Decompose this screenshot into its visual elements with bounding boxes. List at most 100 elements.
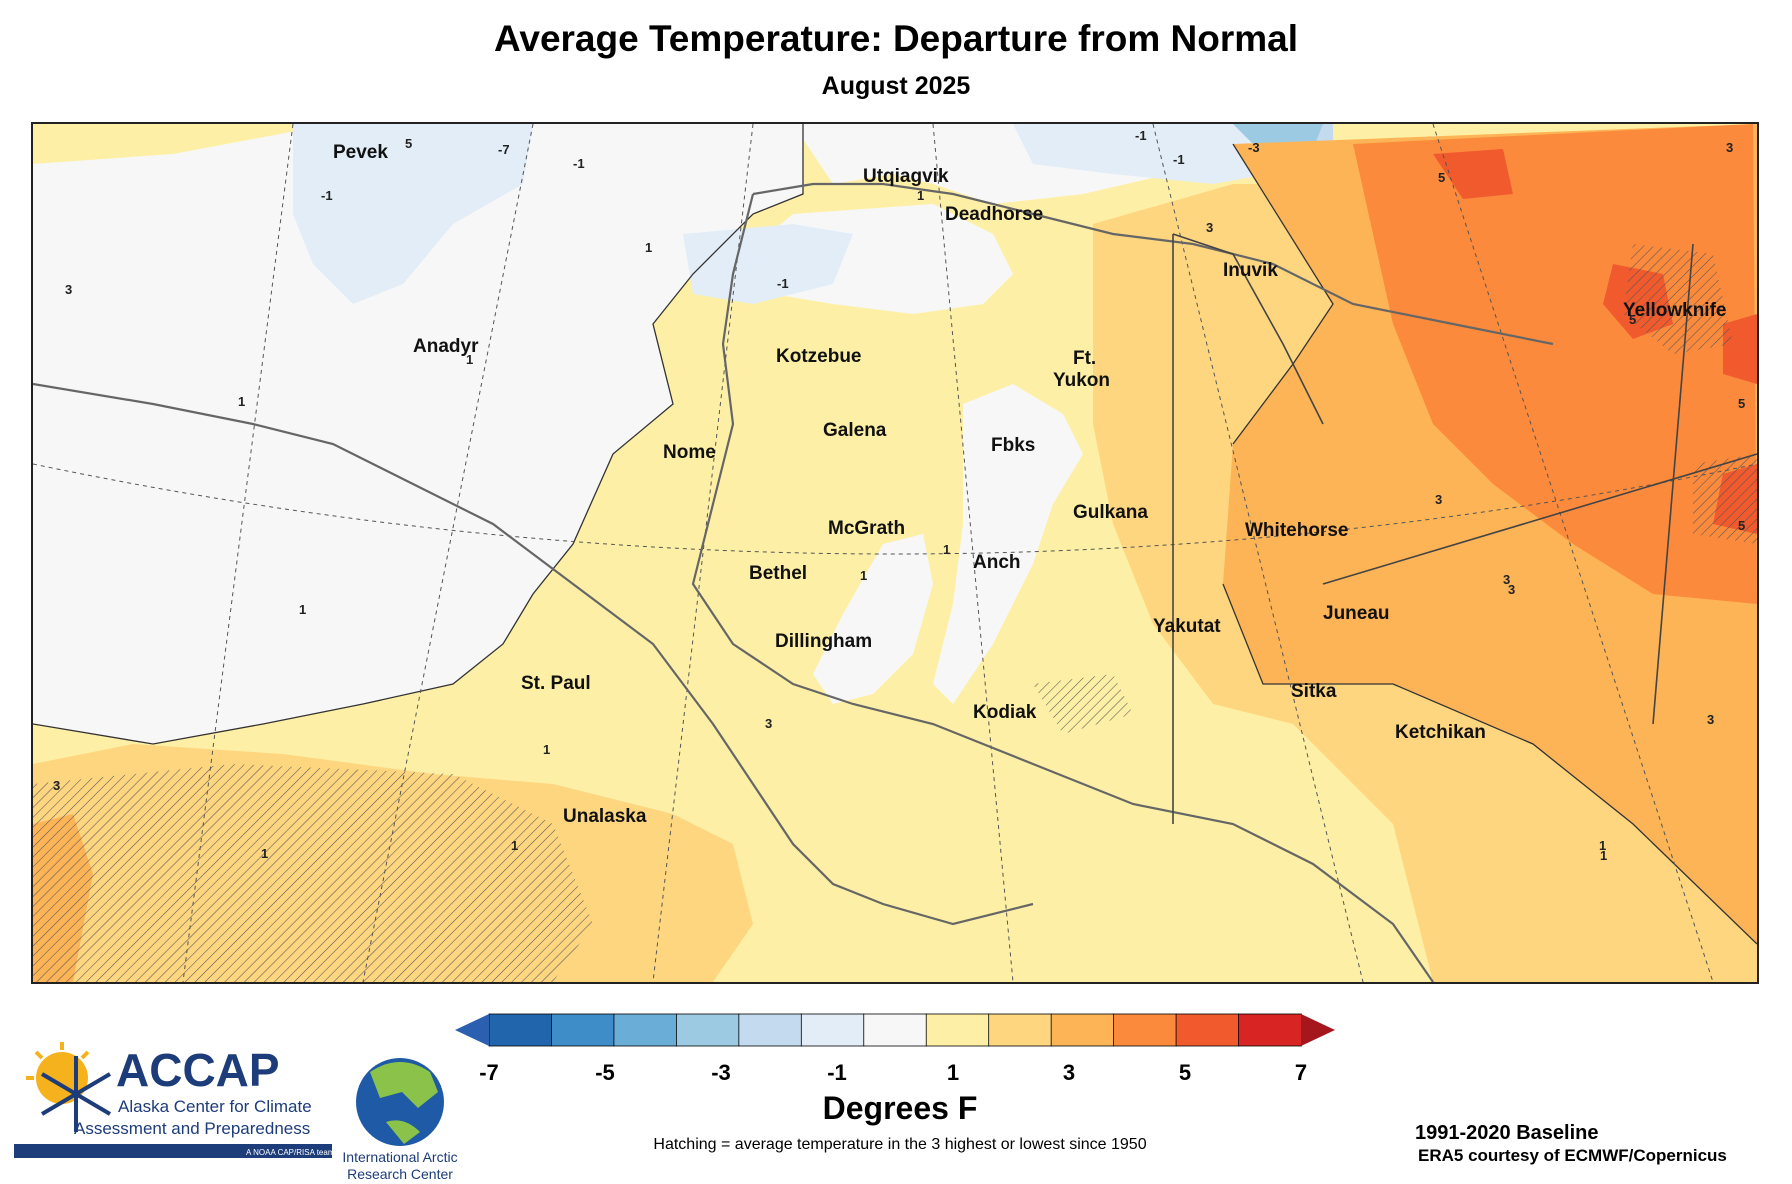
- map-panel[interactable]: Pevek Utqiagvik Deadhorse Inuvik Yellowk…: [31, 122, 1759, 984]
- city-ft: Ft.: [1073, 348, 1096, 369]
- svg-text:1: 1: [1599, 838, 1606, 853]
- svg-text:1: 1: [917, 188, 924, 203]
- graticule: [33, 124, 1757, 982]
- svg-text:5: 5: [1738, 518, 1745, 533]
- accap-name: ACCAP: [116, 1044, 280, 1096]
- svg-text:-7: -7: [498, 142, 510, 157]
- iarc-line1: International Arctic: [342, 1149, 457, 1165]
- city-kotzebue: Kotzebue: [776, 346, 862, 367]
- colorbar-swatch: [675, 1013, 740, 1047]
- svg-text:3: 3: [1206, 220, 1213, 235]
- accap-band: [14, 1144, 332, 1158]
- contour-line-east: [1222, 143, 1757, 945]
- anomaly-neg-1to3-chukchi: [683, 224, 853, 304]
- svg-text:-1: -1: [1135, 128, 1147, 143]
- colorbar-legend: -7 -5 -3 -1 1 3 5 7: [455, 1013, 1335, 1085]
- svg-text:1: 1: [466, 352, 473, 367]
- anomaly-near-normal-mcgrath: [813, 534, 933, 704]
- svg-text:-3: -3: [1248, 140, 1260, 155]
- accap-tagline: A NOAA CAP/RISA team: [246, 1148, 334, 1157]
- svg-text:5: 5: [1738, 396, 1745, 411]
- svg-text:1: 1: [943, 542, 950, 557]
- contour-labels: 5 -7 -1 -1 -3 -1 1 -1 1 5 3 3 5 1 1 1 1 …: [53, 128, 1745, 863]
- snowflake-icon: [40, 1056, 112, 1132]
- city-inuvik: Inuvik: [1223, 260, 1278, 281]
- colorbar-swatch: [988, 1013, 1053, 1047]
- city-unalaska: Unalaska: [563, 806, 647, 827]
- city-gulkana: Gulkana: [1073, 502, 1148, 523]
- svg-text:1: 1: [543, 742, 550, 757]
- svg-text:-1: -1: [321, 188, 333, 203]
- city-whitehorse: Whitehorse: [1245, 520, 1348, 541]
- temperature-anomaly-map: Pevek Utqiagvik Deadhorse Inuvik Yellowk…: [33, 124, 1757, 982]
- svg-text:1: 1: [860, 568, 867, 583]
- svg-text:1: 1: [299, 602, 306, 617]
- svg-text:-1: -1: [777, 276, 789, 291]
- record-hatch-gulf: [1033, 674, 1133, 734]
- svg-text:1: 1: [1600, 848, 1607, 863]
- colorbar-under-arrow: [455, 1014, 489, 1046]
- colorbar-tick-label: 3: [1063, 1060, 1075, 1085]
- city-yellowknife: Yellowknife: [1623, 300, 1726, 321]
- city-st-paul: St. Paul: [521, 673, 591, 694]
- borders: [1172, 233, 1757, 824]
- city-yukon: Yukon: [1053, 370, 1110, 391]
- svg-text:3: 3: [765, 716, 772, 731]
- hatching-note: Hatching = average temperature in the 3 …: [653, 1136, 1147, 1153]
- svg-text:3: 3: [65, 282, 72, 297]
- svg-text:-1: -1: [1173, 152, 1185, 167]
- colorbar-tick-label: -1: [827, 1060, 847, 1085]
- svg-text:5: 5: [1629, 312, 1636, 327]
- globe-icon: [356, 1058, 444, 1146]
- colorbar-swatch: [613, 1013, 678, 1047]
- city-pevek: Pevek: [333, 142, 388, 163]
- anomaly-near-normal-interior: [933, 384, 1083, 704]
- colorbar-tick-label: -7: [479, 1060, 499, 1085]
- city-yakutat: Yakutat: [1153, 616, 1221, 637]
- anomaly-near-normal-west: [33, 124, 803, 744]
- city-juneau: Juneau: [1323, 603, 1390, 624]
- svg-text:-1: -1: [573, 156, 585, 171]
- colorbar-swatch: [551, 1013, 615, 1047]
- iarc-line2: Research Center: [347, 1166, 453, 1182]
- coastlines: [33, 182, 1554, 982]
- anomaly-pos-5plus-a: [1433, 149, 1513, 199]
- colorbar-swatch: [863, 1013, 928, 1047]
- city-labels: Pevek Utqiagvik Deadhorse Inuvik Yellowk…: [333, 142, 1726, 827]
- legend-title: Degrees F: [822, 1090, 978, 1126]
- city-anch: Anch: [973, 552, 1021, 573]
- colorbar-tick-labels: -7 -5 -3 -1 1 3 5 7: [479, 1060, 1307, 1085]
- anomaly-pos-5plus-c: [1723, 314, 1757, 384]
- city-sitka: Sitka: [1291, 681, 1337, 702]
- svg-text:3: 3: [53, 778, 60, 793]
- city-nome: Nome: [663, 442, 716, 463]
- colorbar-swatch: [925, 1013, 990, 1047]
- anomaly-neg-1to3-siberia: [293, 124, 533, 304]
- svg-text:5: 5: [1438, 170, 1445, 185]
- iarc-logo[interactable]: International Arctic Research Center: [330, 1052, 470, 1184]
- city-mcgrath: McGrath: [828, 518, 905, 539]
- record-hatch-east-b: [1693, 454, 1757, 544]
- colorbar-tick-label: -3: [711, 1060, 731, 1085]
- colorbar-over-arrow: [1301, 1014, 1335, 1046]
- city-fbks: Fbks: [991, 435, 1035, 456]
- colorbar-tick-label: 7: [1295, 1060, 1307, 1085]
- colorbar-swatch: [1238, 1013, 1302, 1047]
- accap-logo[interactable]: ACCAP Alaska Center for Climate Assessme…: [14, 1040, 334, 1180]
- colorbar-swatch: [1113, 1013, 1177, 1047]
- city-dillingham: Dillingham: [775, 631, 872, 652]
- colorbar-swatch: [488, 1013, 553, 1047]
- city-utqiagvik: Utqiagvik: [863, 166, 949, 187]
- svg-text:5: 5: [405, 136, 412, 151]
- city-ketchikan: Ketchikan: [1395, 722, 1486, 743]
- colorbar-swatches: [488, 1013, 1302, 1047]
- colorbar-swatch: [1050, 1013, 1115, 1047]
- colorbar-tick-label: -5: [595, 1060, 615, 1085]
- record-hatch-southwest: [33, 764, 593, 982]
- map-subtitle: August 2025: [821, 72, 971, 100]
- colorbar-swatch: [800, 1013, 865, 1047]
- map-title: Average Temperature: Departure from Norm…: [494, 18, 1298, 59]
- svg-text:1: 1: [238, 394, 245, 409]
- svg-text:1: 1: [645, 240, 652, 255]
- city-galena: Galena: [823, 420, 887, 441]
